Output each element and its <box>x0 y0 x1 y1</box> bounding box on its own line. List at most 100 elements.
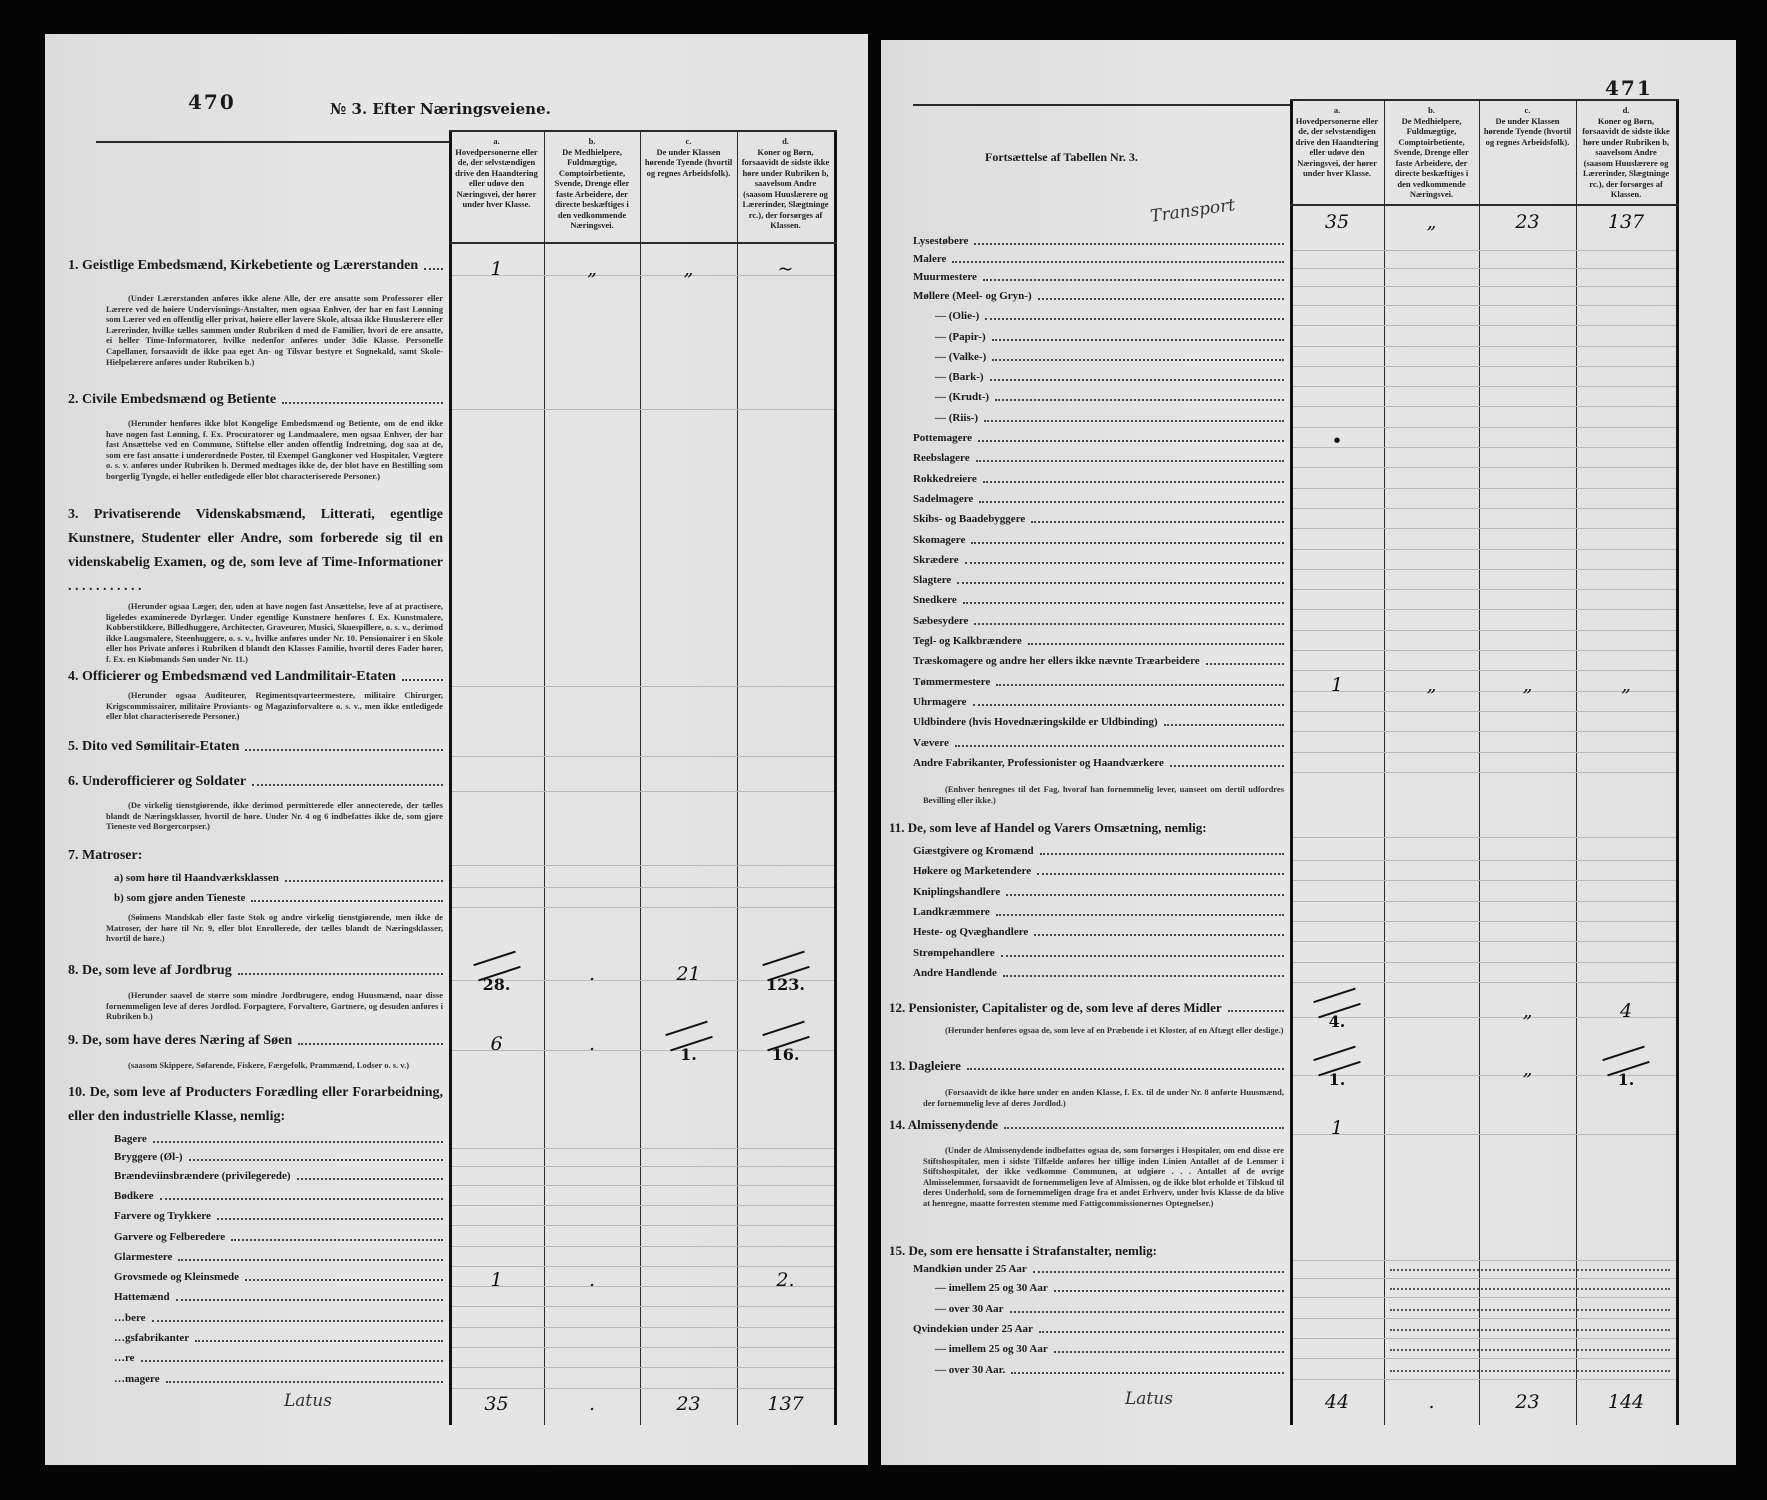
row-rule <box>1293 386 1676 387</box>
dot-leader <box>1227 1010 1284 1012</box>
entry-heading: 3. Privatiserende Videnskabsmænd, Litter… <box>68 507 443 594</box>
cell-value: 1 <box>490 258 503 280</box>
dot-leader <box>1169 765 1284 767</box>
entry-note: (Herunder henføres ogsaa de, som leve af… <box>945 1025 1284 1035</box>
header-top-rule <box>913 104 1290 106</box>
cell-value: „ <box>1426 674 1437 696</box>
column-rule <box>737 130 738 1425</box>
entry-label: Brændeviinsbrændere (privilegerede) <box>114 1170 291 1182</box>
dot-leader <box>251 900 443 902</box>
entry-label: Mandkiøn under 25 Aar <box>913 1263 1027 1275</box>
entry-heading: 6. Underofficierer og Soldater <box>68 774 443 790</box>
cell-value: 1. <box>1328 1070 1346 1089</box>
entry-label: Bødkere <box>114 1190 154 1202</box>
row-rule <box>452 409 834 410</box>
row-rule <box>452 1225 834 1226</box>
column-header: a. Hovedpersonerne eller de, der selvstæn… <box>1294 105 1380 179</box>
entry-label: 9. De, som have deres Næring af Søen <box>68 1033 293 1048</box>
entry-label: 2. Civile Embedsmænd og Betiente <box>68 392 277 407</box>
entry-note: (saasom Skippere, Søfarende, Fiskere, Fæ… <box>128 1060 410 1070</box>
dot-leader <box>985 318 1284 320</box>
column-rule <box>834 130 837 1425</box>
entry-row: Mandkiøn under 25 Aar <box>913 1261 1284 1277</box>
entry-row: Bødkere <box>114 1188 443 1204</box>
entry-label: Bagere <box>114 1133 147 1145</box>
column-header: d. Koner og Børn, forsaavidt de sidste ik… <box>1580 105 1672 200</box>
entry-label: Muurmestere <box>913 271 977 283</box>
entry-row: Lysestøbere <box>913 233 1284 249</box>
row-rule <box>1293 1338 1676 1339</box>
column-rule <box>1576 99 1577 1425</box>
row-rule <box>452 1246 834 1247</box>
dot-leader <box>195 1340 443 1342</box>
row-rule <box>1293 366 1676 367</box>
entry-row: …re <box>114 1350 443 1366</box>
entry-note: (Under de Almissenydende indbefattes ogs… <box>923 1145 1284 1208</box>
entry-label: Andre Handlende <box>913 967 997 979</box>
row-rule <box>452 887 834 888</box>
row-rule <box>452 1388 834 1389</box>
entry-label: Høkere og Marketendere <box>913 865 1032 877</box>
dot-leader <box>992 359 1284 361</box>
entry-label: Pottemagere <box>913 432 973 444</box>
entry-row: Sadelmagere <box>913 491 1284 507</box>
dot-leader <box>1390 1370 1670 1372</box>
entry-label: — over 30 Aar <box>935 1303 1004 1315</box>
entry-row: Uldbindere (hvis Hovednæringskilde er Ul… <box>913 714 1284 730</box>
entry-row: Vævere <box>913 735 1284 751</box>
entry-row: Brændeviinsbrændere (privilegerede) <box>114 1168 443 1184</box>
column-rule <box>544 130 545 1425</box>
dot-leader <box>1004 1127 1284 1129</box>
header-top-rule <box>96 141 449 143</box>
dot-leader <box>1006 894 1284 896</box>
entry-row: Farvere og Trykkere <box>114 1208 443 1224</box>
column-rule <box>1676 99 1679 1425</box>
entry-heading: 5. Dito ved Sømilitair-Etaten <box>68 739 443 755</box>
page-title: № 3. Efter Næringsveiene. <box>330 100 551 118</box>
entry-label: Lysestøbere <box>913 235 969 247</box>
cell-value: 1. <box>680 1045 697 1064</box>
column-header: c. De under Klassen hørende Tyende (hvort… <box>644 136 733 178</box>
entry-label: — (Papir-) <box>935 331 986 343</box>
entry-label: Grovsmede og Kleinsmede <box>114 1271 240 1283</box>
entry-row: Landkræmmere <box>913 904 1284 920</box>
entry-row: Skomagere <box>913 532 1284 548</box>
cell-value: . <box>588 1393 596 1415</box>
entry-label: — imellem 25 og 30 Aar <box>935 1282 1048 1294</box>
entry-label: — (Valke-) <box>935 351 987 363</box>
row-rule <box>1293 1134 1676 1135</box>
entry-row: — (Olie-) <box>935 308 1284 324</box>
entry-label: Strømpehandlere <box>913 947 995 959</box>
entry-label: 11. De, som leve af Handel og Varers Oms… <box>889 820 1207 835</box>
entry-heading: 4. Officierer og Embedsmænd ved Landmili… <box>68 669 443 685</box>
row-rule <box>1293 1358 1676 1359</box>
dot-leader <box>245 1279 443 1281</box>
row-rule <box>1293 860 1676 861</box>
cell-value: 137 <box>1607 211 1645 233</box>
cell-value: . <box>588 1033 596 1055</box>
dot-leader <box>972 704 1284 706</box>
column-rule <box>640 130 641 1425</box>
cell-value: • <box>1331 430 1343 452</box>
column-header-text: De under Klassen hørende Tyende (hvortil… <box>644 146 733 178</box>
row-rule <box>1293 549 1676 550</box>
entry-row: — (Valke-) <box>935 349 1284 365</box>
row-rule <box>1293 406 1676 407</box>
entry-label: Malere <box>913 253 947 265</box>
row-rule <box>1293 772 1676 773</box>
row-rule <box>1293 609 1676 610</box>
entry-note: (Søimens Mandskab eller faste Stok og an… <box>106 912 443 944</box>
entry-row: — imellem 25 og 30 Aar <box>935 1341 1284 1357</box>
row-rule <box>1293 691 1676 692</box>
row-rule <box>1293 982 1676 983</box>
entry-label: — (Krudt-) <box>935 391 990 403</box>
dot-leader <box>1053 1351 1284 1353</box>
cell-value: 4. <box>1328 1012 1346 1031</box>
column-header-text: Hovedpersonerne eller de, der selvstændi… <box>455 146 538 210</box>
entry-label: 6. Underofficierer og Soldater <box>68 774 247 789</box>
row-rule <box>1293 962 1676 963</box>
row-rule <box>1293 650 1676 651</box>
row-rule <box>1293 901 1676 902</box>
row-rule <box>1293 589 1676 590</box>
row-rule <box>1293 250 1676 251</box>
